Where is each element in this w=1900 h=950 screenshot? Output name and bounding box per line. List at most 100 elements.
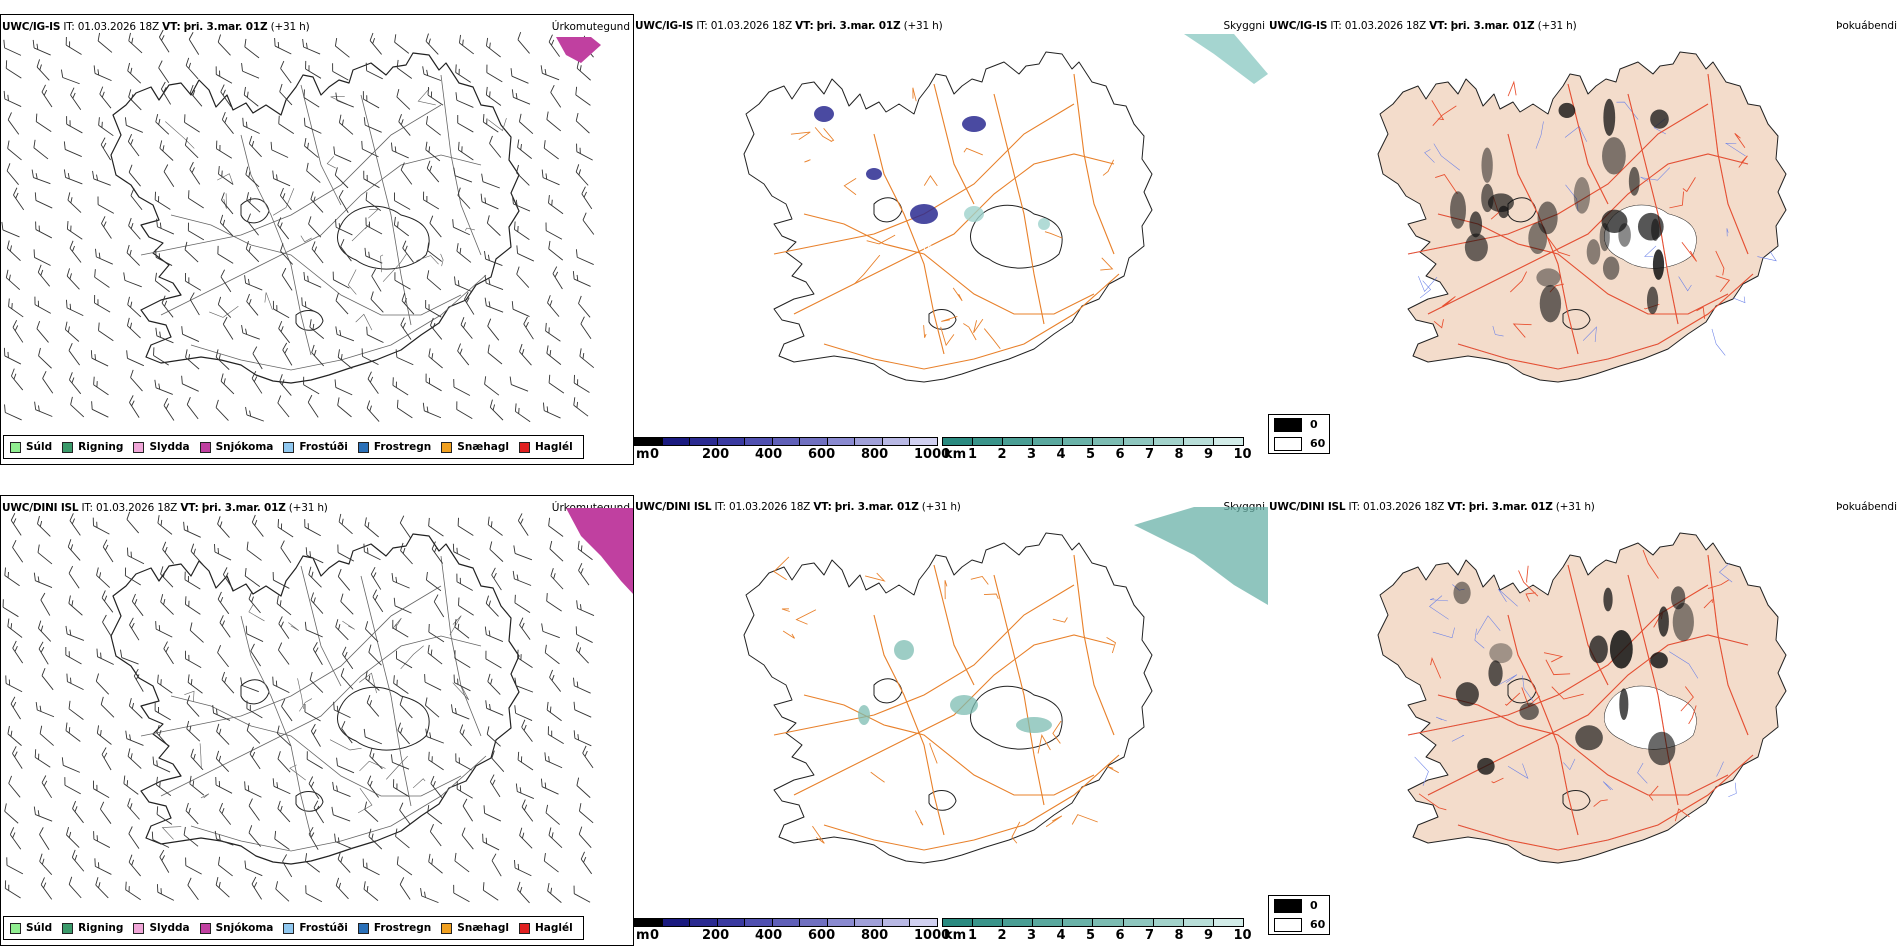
colorbar-cell — [745, 919, 773, 926]
colorbar-cell — [1123, 919, 1154, 926]
wind-barb — [65, 722, 81, 742]
wind-barb — [278, 115, 295, 135]
wind-barb — [102, 539, 114, 563]
road-line — [1642, 549, 1659, 579]
road-line — [781, 608, 790, 612]
colorbar-cell — [855, 438, 883, 445]
wind-barb — [334, 37, 350, 58]
road-line — [386, 755, 408, 780]
legend-label: Frostregn — [373, 441, 432, 453]
fog-index-blotch — [1455, 682, 1479, 707]
wind-barb — [163, 641, 174, 665]
wind-barb — [272, 778, 291, 795]
road-line — [1543, 652, 1564, 663]
colorbar-tick: 200 — [702, 447, 730, 462]
colorbar-strip — [942, 918, 1244, 927]
wind-barb — [303, 376, 320, 395]
colorbar-cell — [1153, 919, 1184, 926]
wind-barb — [69, 372, 82, 395]
road-line — [973, 318, 984, 333]
precip-type-legend: Súld Rigning Slydda Snjókoma Frostúði Frostre… — [3, 916, 584, 940]
wind-barb — [251, 514, 264, 537]
road-line — [1616, 101, 1639, 120]
wind-barb — [282, 342, 293, 366]
legend-item: Súld — [10, 922, 52, 934]
wind-barb — [189, 84, 203, 107]
wind-barb — [216, 723, 230, 745]
road-line — [1407, 584, 1709, 736]
road-line — [944, 580, 948, 600]
wind-barb — [189, 775, 205, 796]
road-line — [873, 614, 945, 836]
wind-barb — [38, 347, 52, 369]
glacier-outline — [928, 308, 957, 330]
wind-barb — [66, 673, 84, 690]
wind-barb — [10, 512, 22, 536]
wind-barb — [304, 621, 323, 638]
road-line — [1563, 758, 1576, 771]
wind-barb — [310, 191, 324, 213]
wind-barb — [277, 519, 294, 538]
wind-barb — [454, 650, 471, 668]
road-line — [1419, 280, 1432, 299]
wind-barb — [484, 275, 504, 291]
wind-barb — [573, 374, 590, 393]
wind-barb — [64, 777, 81, 795]
wind-barb — [456, 243, 472, 263]
wind-barb — [491, 750, 505, 772]
wind-barb — [514, 221, 530, 241]
wind-barb — [100, 137, 111, 161]
wind-barb — [34, 296, 51, 314]
fog-index-blotch — [1603, 587, 1613, 612]
wind-barb — [91, 401, 109, 418]
road-line — [355, 313, 373, 331]
road-line — [1707, 579, 1729, 589]
wind-barb — [189, 622, 204, 643]
road-line — [1593, 799, 1608, 807]
fog-index-blotch — [1650, 652, 1668, 669]
wind-barb — [515, 783, 535, 799]
colorbar-tick: 5 — [1086, 928, 1096, 943]
wind-barb — [311, 241, 324, 264]
wind-barb — [281, 698, 293, 722]
wind-barb — [428, 348, 443, 369]
wind-barb — [219, 615, 231, 638]
wind-barb — [66, 116, 83, 134]
wind-barb — [128, 217, 141, 240]
wind-barb — [220, 269, 232, 293]
wind-barb — [66, 826, 80, 848]
wind-barb — [128, 164, 141, 187]
road-line — [464, 227, 475, 231]
wind-barb — [127, 62, 142, 84]
colorbar-tick: 400 — [755, 928, 783, 943]
fog-index-blotch — [1651, 218, 1660, 241]
wind-barb — [63, 141, 82, 158]
wind-barb — [581, 186, 593, 210]
road-line — [1451, 734, 1465, 742]
road-line — [160, 154, 482, 316]
road-line — [329, 739, 362, 751]
road-line — [1688, 705, 1697, 725]
wind-barb — [280, 243, 293, 265]
wind-barb — [35, 113, 52, 133]
wind-barb — [578, 803, 594, 824]
wind-barb — [219, 214, 234, 236]
wind-barb — [155, 114, 170, 135]
wind-barb — [41, 668, 54, 691]
wind-barb — [550, 568, 564, 590]
road-line — [1073, 554, 1115, 736]
wind-barb — [546, 701, 562, 722]
road-line — [1707, 73, 1749, 255]
colorbar-tick: 0 — [650, 447, 660, 462]
road-line — [1582, 326, 1597, 343]
wind-barb — [159, 29, 170, 53]
road-line — [1734, 132, 1746, 148]
wind-barb — [215, 877, 230, 898]
colorbar-tick: 5 — [1086, 447, 1096, 462]
wind-barb — [364, 247, 383, 264]
legend-item: Snæhagl — [441, 441, 509, 453]
wind-barb — [280, 60, 292, 84]
road-line — [1435, 716, 1447, 722]
wind-barb — [397, 722, 410, 745]
wind-barb — [334, 379, 353, 396]
